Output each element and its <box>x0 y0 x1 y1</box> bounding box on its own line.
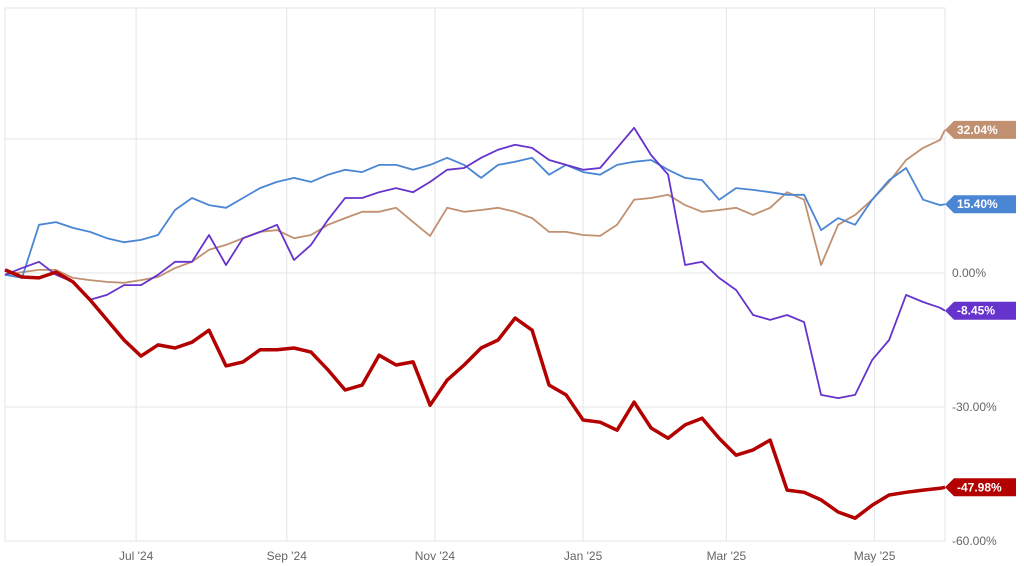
series-line-3 <box>4 268 946 520</box>
end-label-badge <box>945 478 1016 497</box>
y-tick-label: -60.00% <box>952 534 997 548</box>
end-label-tag: 15.40% <box>945 195 1016 214</box>
x-tick-label: Nov '24 <box>415 549 456 563</box>
series-line-1 <box>4 156 946 279</box>
y-tick-label: 0.00% <box>952 266 986 280</box>
end-labels: 32.04% 15.40% -8.45% -47.98% <box>945 120 1016 497</box>
end-label-badge <box>945 301 1016 320</box>
x-tick-label: Jan '25 <box>564 549 603 563</box>
end-label-tag: -8.45% <box>945 301 1016 320</box>
plot-border <box>4 7 946 542</box>
series-lines <box>4 126 946 520</box>
x-tick-label: Jul '24 <box>119 549 154 563</box>
x-tick-label: Mar '25 <box>707 549 747 563</box>
x-tick-label: Sep '24 <box>267 549 308 563</box>
end-label-text: 15.40% <box>957 197 998 211</box>
x-axis-ticks: Jul '24 Sep '24 Nov '24 Jan '25 Mar '25 May '… <box>119 549 896 563</box>
end-label-tag: 32.04% <box>945 120 1016 139</box>
end-label-text: -47.98% <box>957 480 1002 494</box>
end-label-tag: -47.98% <box>945 478 1016 497</box>
end-label-badge <box>945 120 1016 139</box>
grid <box>4 7 946 542</box>
y-tick-label: -30.00% <box>952 400 997 414</box>
series-line-0 <box>4 129 946 284</box>
end-label-badge <box>945 195 1016 214</box>
y-axis-ticks: 0.00% -30.00% -60.00% <box>952 266 997 548</box>
end-label-text: 32.04% <box>957 123 998 137</box>
series-line-2 <box>4 126 946 400</box>
end-label-text: -8.45% <box>957 304 995 318</box>
x-tick-label: May '25 <box>854 549 896 563</box>
